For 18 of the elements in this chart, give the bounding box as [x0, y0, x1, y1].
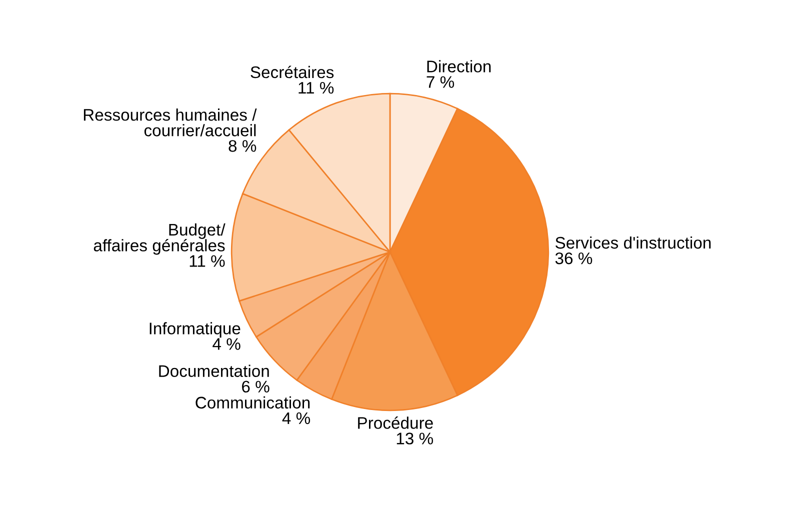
data-label: 6 %: [242, 380, 270, 393]
slice-label: Budget/ affaires générales: [94, 223, 226, 255]
data-label: 4 %: [212, 338, 240, 350]
slice-label: Communication: [196, 396, 310, 409]
data-label: 36 %: [555, 252, 592, 264]
data-label: 13 %: [396, 432, 434, 444]
slice-label: Ressources humaines / courrier/accueil: [84, 108, 257, 136]
slice-label: Secrétaires: [250, 66, 334, 78]
data-label: 8 %: [228, 140, 256, 152]
slice-label: Documentation: [159, 364, 269, 378]
data-label: 4 %: [282, 412, 310, 424]
slice-label: Procédure: [358, 416, 433, 429]
slice-label: Direction: [427, 60, 491, 72]
data-label: 11 %: [298, 82, 334, 94]
data-label: 11 %: [190, 255, 225, 267]
data-label: 7 %: [426, 76, 454, 88]
slice-label: Informatique: [150, 322, 240, 338]
slice-label: Services d'instruction: [555, 236, 711, 249]
